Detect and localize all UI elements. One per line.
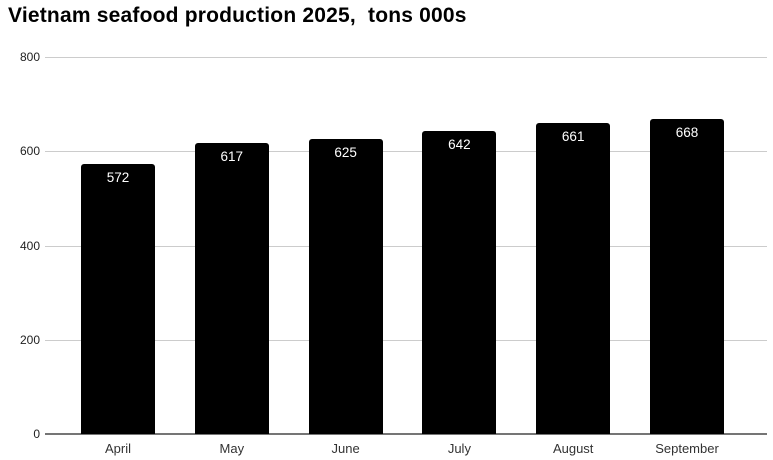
x-category-label: July bbox=[447, 441, 471, 456]
gridline bbox=[45, 339, 767, 341]
gridline bbox=[45, 151, 767, 153]
x-category-label: September bbox=[655, 441, 719, 456]
x-category-label: April bbox=[104, 441, 131, 456]
y-tick-label: 800 bbox=[19, 50, 40, 64]
x-category-label: June bbox=[331, 441, 360, 456]
y-tick-label: 600 bbox=[19, 144, 40, 159]
bar-value-label: 625 bbox=[334, 145, 357, 161]
bar-june: 625 bbox=[308, 139, 383, 434]
x-category-label: August bbox=[552, 441, 594, 456]
bar-value-label: 617 bbox=[220, 149, 244, 165]
plot-area: 572 617 625 642 661 668 bbox=[45, 57, 767, 435]
bar-value-label: 668 bbox=[675, 125, 699, 141]
gridline bbox=[45, 57, 767, 58]
y-tick-label: 200 bbox=[19, 332, 40, 347]
x-category-label: May bbox=[219, 441, 245, 456]
bar-value-label: 572 bbox=[106, 170, 130, 186]
bar-april: 572 bbox=[81, 164, 155, 434]
y-tick-label: 0 bbox=[33, 427, 40, 441]
x-axis-line bbox=[45, 433, 767, 435]
gridline bbox=[45, 245, 767, 247]
y-tick-label: 400 bbox=[19, 238, 40, 253]
bar-value-label: 661 bbox=[561, 128, 585, 144]
bar-may: 617 bbox=[194, 143, 269, 434]
chart-title: Vietnam seafood production 2025, tons 00… bbox=[8, 4, 467, 27]
bar-july: 642 bbox=[422, 131, 497, 434]
bar-september: 668 bbox=[650, 119, 724, 434]
bar-august: 661 bbox=[536, 122, 611, 434]
bar-value-label: 642 bbox=[448, 137, 471, 153]
